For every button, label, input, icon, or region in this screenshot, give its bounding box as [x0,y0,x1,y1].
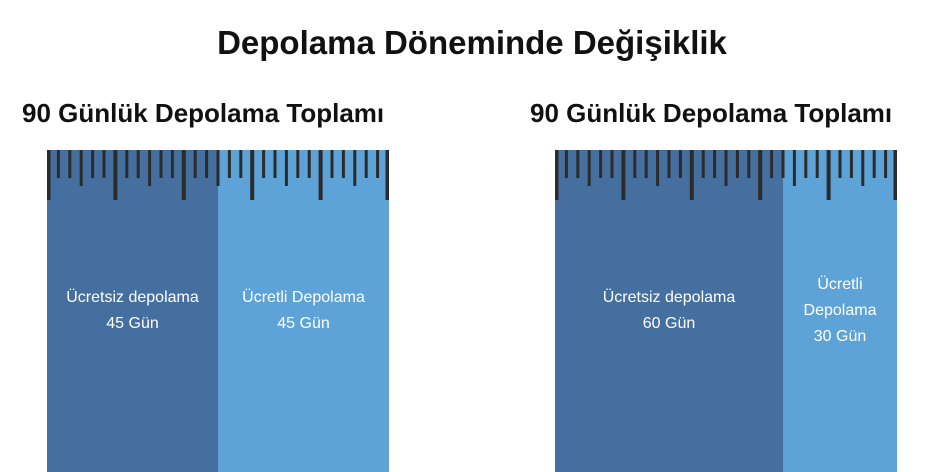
segment: Ücretsiz depolama 45 Gün [47,150,218,472]
ruler [47,150,389,200]
segment-label: Ücretli Depolama [803,276,877,319]
title: Depolama Döneminde Değişiklik [217,24,727,61]
segment-label: Ücretli Depolama [242,289,365,306]
ruler [555,150,897,200]
segment-days: 30 Gün [813,328,867,345]
segment: Ücretli Depolama 30 Gün [783,150,897,472]
segment-label: Ücretsiz depolama [66,289,199,306]
panel-heading: 90 Günlük Depolama Toplamı [22,98,385,128]
segment-days: 60 Gün [642,315,696,332]
segment-days: 45 Gün [106,315,159,332]
segment: Ücretli Depolama 45 Gün [218,150,389,472]
stacked-bar: Ücretsiz depolama 45 Gün Ücretli Depolama 4… [47,150,389,472]
stacked-bar: Ücretsiz depolama 60 Gün Ücretli Depolama 3… [555,150,897,472]
segment-label: Ücretsiz depolama [602,289,736,306]
panel-heading: 90 Günlük Depolama Toplamı [530,98,893,128]
segment: Ücretsiz depolama 60 Gün [555,150,783,472]
segment-days: 45 Gün [277,315,330,332]
